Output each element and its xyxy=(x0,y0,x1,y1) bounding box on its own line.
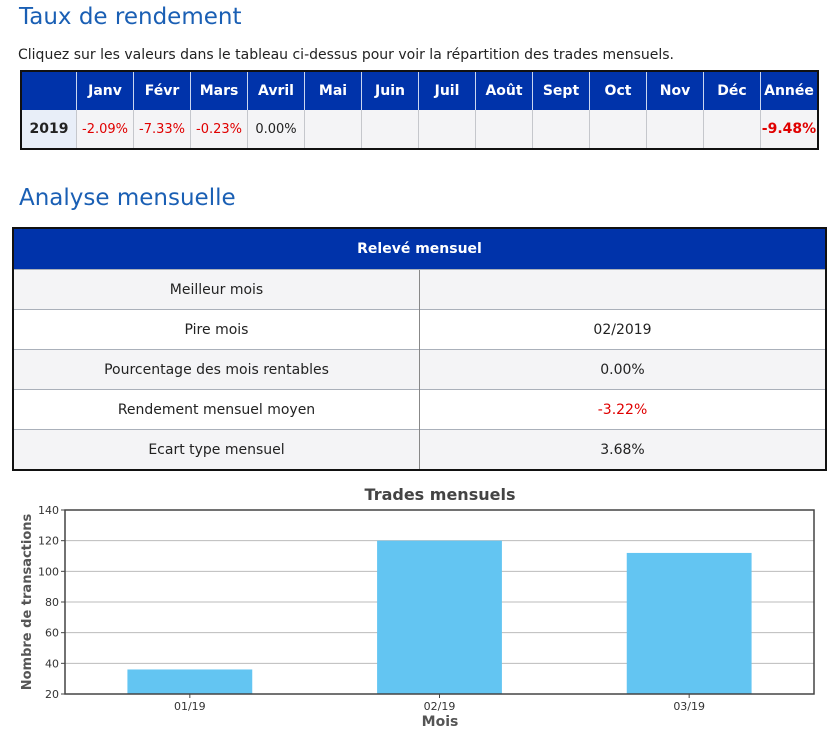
month-cell-oct[interactable] xyxy=(589,110,647,149)
header-jul: Juil xyxy=(418,71,476,110)
header-feb: Févr xyxy=(133,71,191,110)
y-tick-label: 120 xyxy=(38,535,59,548)
month-cell-nov[interactable] xyxy=(646,110,704,149)
returns-table: Janv Févr Mars Avril Mai Juin Juil Août … xyxy=(20,70,819,150)
header-jun: Juin xyxy=(361,71,419,110)
month-cell-jul[interactable] xyxy=(418,110,476,149)
month-cell-mar[interactable]: -0.23% xyxy=(190,110,248,149)
year-total-cell[interactable]: -9.48% xyxy=(760,110,818,149)
header-year xyxy=(21,71,77,110)
month-cell-may[interactable] xyxy=(304,110,362,149)
stat-label: Rendement mensuel moyen xyxy=(13,389,420,430)
header-dec: Déc xyxy=(703,71,761,110)
bar-03-19[interactable] xyxy=(626,552,752,694)
monthly-trades-chart: Trades mensuels 20 40 60 80 100 120 140 01/19 0… xyxy=(20,485,815,730)
month-cell-dec[interactable] xyxy=(703,110,761,149)
stat-value: -3.22% xyxy=(419,389,826,430)
header-nov: Nov xyxy=(646,71,704,110)
returns-note: Cliquez sur les valeurs dans le tableau … xyxy=(18,47,675,63)
y-tick-label: 60 xyxy=(45,627,59,640)
y-tick-label: 100 xyxy=(38,565,59,578)
y-tick-label: 140 xyxy=(38,504,59,517)
chart-title: Trades mensuels xyxy=(365,485,516,504)
header-mar: Mars xyxy=(190,71,248,110)
analysis-title: Analyse mensuelle xyxy=(19,185,236,211)
stat-row-worst-month: Pire mois 02/2019 xyxy=(13,309,826,350)
returns-header-row: Janv Févr Mars Avril Mai Juin Juil Août … xyxy=(21,71,818,110)
bar-01-19[interactable] xyxy=(127,669,253,694)
header-apr: Avril xyxy=(247,71,305,110)
returns-row-2019: 2019 -2.09% -7.33% -0.23% 0.00% -9.48% xyxy=(21,110,818,149)
header-may: Mai xyxy=(304,71,362,110)
stat-row-std-dev: Ecart type mensuel 3.68% xyxy=(13,429,826,470)
stat-label: Pire mois xyxy=(13,309,420,350)
header-sep: Sept xyxy=(532,71,590,110)
stat-label: Pourcentage des mois rentables xyxy=(13,349,420,390)
monthly-statement-header: Relevé mensuel xyxy=(13,228,826,270)
month-cell-jan[interactable]: -2.09% xyxy=(76,110,134,149)
y-axis-label: Nombre de transactions xyxy=(20,513,35,690)
stat-row-profitable-pct: Pourcentage des mois rentables 0.00% xyxy=(13,349,826,390)
year-cell: 2019 xyxy=(21,110,77,149)
month-cell-jun[interactable] xyxy=(361,110,419,149)
returns-title: Taux de rendement xyxy=(19,4,242,30)
y-tick-label: 20 xyxy=(45,688,59,701)
stat-label: Ecart type mensuel xyxy=(13,429,420,470)
y-tick-label: 40 xyxy=(45,657,59,670)
x-tick-label: 02/19 xyxy=(424,700,456,713)
monthly-statement-table: Relevé mensuel Meilleur mois Pire mois 0… xyxy=(12,227,827,471)
stat-value xyxy=(419,269,826,310)
stat-value: 02/2019 xyxy=(419,309,826,350)
month-cell-sep[interactable] xyxy=(532,110,590,149)
month-cell-feb[interactable]: -7.33% xyxy=(133,110,191,149)
month-cell-apr[interactable]: 0.00% xyxy=(247,110,305,149)
header-jan: Janv xyxy=(76,71,134,110)
header-year-total: Année xyxy=(760,71,818,110)
x-axis-label: Mois xyxy=(422,714,459,730)
stat-value: 0.00% xyxy=(419,349,826,390)
stat-row-best-month: Meilleur mois xyxy=(13,269,826,310)
stat-value: 3.68% xyxy=(419,429,826,470)
header-aug: Août xyxy=(475,71,533,110)
x-tick-label: 03/19 xyxy=(673,700,705,713)
month-cell-aug[interactable] xyxy=(475,110,533,149)
header-oct: Oct xyxy=(589,71,647,110)
stat-row-avg-return: Rendement mensuel moyen -3.22% xyxy=(13,389,826,430)
y-tick-label: 80 xyxy=(45,596,59,609)
x-tick-label: 01/19 xyxy=(174,700,206,713)
stat-label: Meilleur mois xyxy=(13,269,420,310)
bar-02-19[interactable] xyxy=(377,540,502,694)
